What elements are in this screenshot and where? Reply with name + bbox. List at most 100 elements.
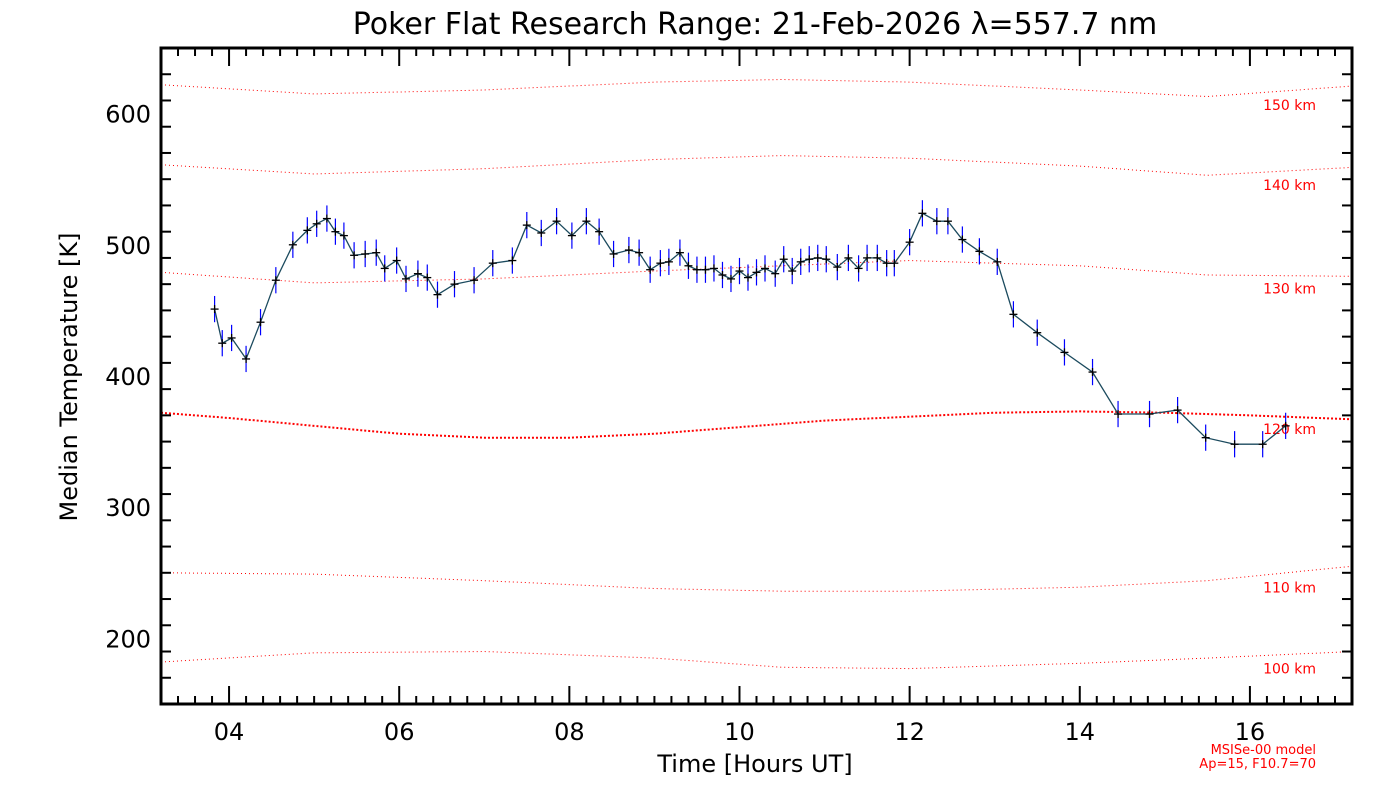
y-tick-label: 200 xyxy=(105,625,151,653)
y-tick-label: 300 xyxy=(105,494,151,522)
data-point xyxy=(537,228,546,237)
axis-ticks: 04 06 08 10 12 14 16 200 300 400 500 600 xyxy=(105,47,1353,746)
data-point xyxy=(595,227,604,236)
data-point xyxy=(822,255,831,264)
y-tick-label: 500 xyxy=(105,232,151,260)
data-point xyxy=(646,265,655,274)
data-point xyxy=(331,227,340,236)
data-point xyxy=(873,253,882,262)
data-point xyxy=(692,265,701,274)
data-point xyxy=(796,257,805,266)
temperature-series xyxy=(210,200,1290,458)
model-curve-label: 120 km xyxy=(1263,422,1316,438)
data-point xyxy=(890,259,899,268)
data-point xyxy=(522,221,531,230)
data-point xyxy=(701,265,710,274)
data-point xyxy=(761,264,770,273)
model-curve-label: 130 km xyxy=(1263,282,1316,298)
y-tick-label: 600 xyxy=(105,101,151,129)
x-axis-label: Time [Hours UT] xyxy=(656,750,852,778)
data-point xyxy=(788,267,797,276)
data-point xyxy=(664,257,673,266)
x-tick-label: 06 xyxy=(384,718,415,746)
model-curve xyxy=(160,155,1353,176)
data-point xyxy=(854,264,863,273)
data-point xyxy=(372,248,381,257)
msis-model-curves: 150 km 140 km 130 km 120 km 110 km 100 km xyxy=(160,78,1353,677)
data-point xyxy=(958,235,967,244)
data-point xyxy=(488,259,497,268)
data-point xyxy=(863,253,872,262)
data-point xyxy=(1009,310,1018,319)
data-point xyxy=(918,209,927,218)
model-curve xyxy=(160,78,1353,98)
data-point xyxy=(567,231,576,240)
series-line xyxy=(213,212,1287,445)
model-curve-label: 140 km xyxy=(1263,178,1316,194)
data-point xyxy=(227,333,236,342)
model-curve-label: 150 km xyxy=(1263,98,1316,114)
data-point xyxy=(805,255,814,264)
data-point xyxy=(735,267,744,276)
data-point xyxy=(833,263,842,272)
x-tick-label: 08 xyxy=(554,718,585,746)
data-point xyxy=(1033,328,1042,337)
data-point xyxy=(380,264,389,273)
data-point xyxy=(1114,410,1123,419)
x-tick-label: 14 xyxy=(1064,718,1095,746)
x-tick-label: 10 xyxy=(724,718,755,746)
x-tick-label: 12 xyxy=(894,718,925,746)
data-point xyxy=(312,219,321,228)
data-point xyxy=(413,269,422,278)
data-point xyxy=(882,259,891,268)
data-point xyxy=(932,217,941,226)
data-point xyxy=(675,248,684,257)
model-curve-label: 100 km xyxy=(1263,661,1316,677)
data-point xyxy=(779,255,788,264)
data-point xyxy=(844,253,853,262)
data-point xyxy=(1145,410,1154,419)
y-axis-label: Median Temperature [K] xyxy=(55,232,83,521)
model-curve-label: 110 km xyxy=(1263,581,1316,597)
data-point xyxy=(210,305,219,314)
data-point xyxy=(684,261,693,270)
data-point xyxy=(271,276,280,285)
model-curve xyxy=(160,650,1353,670)
data-point xyxy=(993,257,1002,266)
data-point xyxy=(771,269,780,278)
data-point xyxy=(1201,433,1210,442)
data-point xyxy=(1173,406,1182,415)
data-point xyxy=(1281,421,1290,430)
x-tick-label: 04 xyxy=(214,718,245,746)
data-point xyxy=(1258,440,1267,449)
data-point xyxy=(975,247,984,256)
data-point xyxy=(218,339,227,348)
data-point xyxy=(813,253,822,262)
data-point xyxy=(242,354,251,363)
data-point xyxy=(508,256,517,265)
data-point xyxy=(743,273,752,282)
data-point xyxy=(423,273,432,282)
data-point xyxy=(624,246,633,255)
data-point xyxy=(303,226,312,235)
model-annotation: MSISe-00 model xyxy=(1211,743,1316,758)
data-point xyxy=(718,270,727,279)
x-tick-label: 16 xyxy=(1235,718,1266,746)
data-point xyxy=(288,240,297,249)
model-parameters-annotation: Ap=15, F10.7=70 xyxy=(1199,757,1316,772)
chart-title: Poker Flat Research Range: 21-Feb-2026 λ… xyxy=(353,7,1158,42)
data-point xyxy=(752,268,761,277)
data-point xyxy=(943,217,952,226)
data-point xyxy=(392,256,401,265)
data-point xyxy=(256,318,265,327)
data-point xyxy=(905,238,914,247)
model-curve xyxy=(161,565,1353,592)
data-point xyxy=(709,264,718,273)
data-point xyxy=(433,290,442,299)
data-point xyxy=(609,249,618,258)
data-point xyxy=(1088,368,1097,377)
data-point xyxy=(656,259,665,268)
data-point xyxy=(450,280,459,289)
data-point xyxy=(470,276,479,285)
